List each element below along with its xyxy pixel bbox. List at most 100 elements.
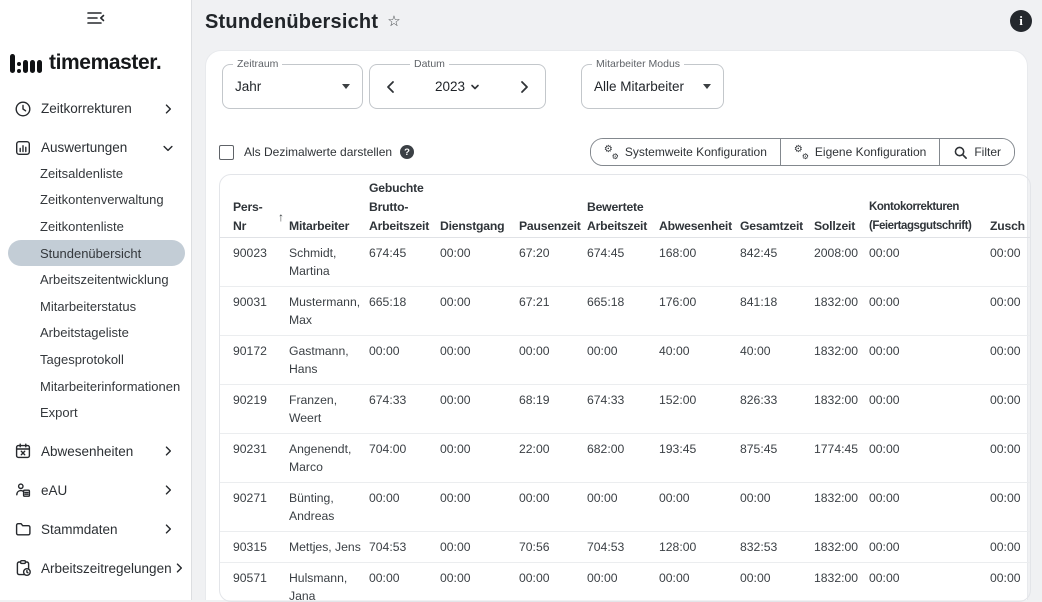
column-header-gesamtzeit[interactable]: Gesamtzeit xyxy=(740,175,814,238)
cell-value: 176:00 xyxy=(659,287,740,336)
cell-value: 00:00 xyxy=(990,287,1031,336)
cell-value: 193:45 xyxy=(659,434,740,483)
button-label: Eigene Konfiguration xyxy=(815,145,926,159)
cell-value: 665:18 xyxy=(587,287,659,336)
cell-value: 00:00 xyxy=(869,287,990,336)
cell-value: 00:00 xyxy=(440,287,519,336)
cell-value: 67:20 xyxy=(519,238,587,287)
cell-value: 1832:00 xyxy=(814,336,869,385)
column-header-bewertete-arbeitszeit[interactable]: Bewertete Arbeitszeit xyxy=(587,175,659,238)
content-card: Zeitraum Jahr Datum 2023 Mitarbeiter Mod… xyxy=(205,50,1028,600)
table-controls: Als Dezimalwerte darstellen ? ⚙⚙Systemwe… xyxy=(219,139,1015,165)
sidebar-item-arbeitszeitregelungen[interactable]: Arbeitszeitregelungen xyxy=(0,549,191,588)
sidebar-item-label: Auswertungen xyxy=(41,140,127,155)
cell-pers-nr: 90271 xyxy=(220,483,289,532)
cell-value: 70:56 xyxy=(519,532,587,563)
cell-value: 40:00 xyxy=(659,336,740,385)
cell-pers-nr: 90571 xyxy=(220,563,289,602)
mitarbeiter-modus-select[interactable]: Mitarbeiter Modus Alle Mitarbeiter xyxy=(581,64,724,109)
cell-value: 00:00 xyxy=(440,336,519,385)
search-icon xyxy=(953,145,968,160)
mitarbeiter-modus-value: Alle Mitarbeiter xyxy=(594,65,684,108)
cell-mitarbeiter: Franzen, Weert xyxy=(289,385,369,434)
cell-mitarbeiter: Mustermann, Max xyxy=(289,287,369,336)
chevron-right-icon xyxy=(161,483,175,497)
sidebar-item-eau[interactable]: eAU xyxy=(0,471,191,510)
decimal-values-checkbox[interactable] xyxy=(219,145,234,160)
sidebar-item-label: Abwesenheiten xyxy=(41,444,133,459)
cell-value: 00:00 xyxy=(869,483,990,532)
eigene-konfiguration-button[interactable]: ⚙⚙ Eigene Konfiguration xyxy=(780,139,939,165)
sidebar-subitem-stundenubersicht[interactable]: Stundenübersicht xyxy=(8,240,185,267)
column-header-kontokorrekturen-feiertagsgutschrift[interactable]: Kontokorrekturen(Feiertagsgutschrift) xyxy=(869,175,990,238)
systemweite-konfiguration-button[interactable]: ⚙⚙Systemweite Konfiguration xyxy=(591,139,780,165)
column-header-zusch[interactable]: Zusch xyxy=(990,175,1031,238)
sidebar-item-zeitkorrekturen[interactable]: Zeitkorrekturen xyxy=(0,89,191,128)
sidebar-nav: Zeitkorrekturen Auswertungen Zeitsaldenlis… xyxy=(0,88,191,588)
cell-value: 128:00 xyxy=(659,532,740,563)
cell-value: 674:33 xyxy=(369,385,440,434)
filter-button[interactable]: Filter xyxy=(939,139,1014,165)
cell-pers-nr: 90031 xyxy=(220,287,289,336)
sidebar-item-label: Stammdaten xyxy=(41,522,118,537)
column-header-gebuchte-brutto-arbeitszeit[interactable]: Gebuchte Brutto-Arbeitszeit xyxy=(369,175,440,238)
sidebar-subitem-arbeitszeitentwicklung[interactable]: Arbeitszeitentwicklung xyxy=(8,266,185,293)
sidebar-subitem-zeitkontenverwaltung[interactable]: Zeitkontenverwaltung xyxy=(8,187,185,214)
cell-value: 2008:00 xyxy=(814,238,869,287)
column-header-pers-nr[interactable]: Pers-Nr↑ xyxy=(220,175,289,238)
cell-mitarbeiter: Mettjes, Jens xyxy=(289,532,369,563)
sidebar-subitem-arbeitstageliste[interactable]: Arbeitstageliste xyxy=(8,320,185,347)
cell-mitarbeiter: Bünting, Andreas xyxy=(289,483,369,532)
sidebar-subitem-export[interactable]: Export xyxy=(8,399,185,426)
cell-value: 832:53 xyxy=(740,532,814,563)
cell-value: 00:00 xyxy=(440,238,519,287)
sidebar-subitem-mitarbeiterinformationen[interactable]: Mitarbeiterinformationen xyxy=(8,373,185,400)
column-header-label: Pers-Nr xyxy=(233,198,271,236)
column-header-mitarbeiter[interactable]: Mitarbeiter xyxy=(289,175,369,238)
clipboard-clock-icon xyxy=(14,559,32,577)
column-header-abwesenheit[interactable]: Abwesenheit xyxy=(659,175,740,238)
column-header-pausenzeit[interactable]: Pausenzeit xyxy=(519,175,587,238)
sidebar-subitem-zeitsaldenliste[interactable]: Zeitsaldenliste xyxy=(8,160,185,187)
sidebar-subitem-tagesprotokoll[interactable]: Tagesprotokoll xyxy=(8,346,185,373)
cell-value: 168:00 xyxy=(659,238,740,287)
help-icon[interactable]: ? xyxy=(400,145,414,159)
gears-icon: ⚙⚙ xyxy=(794,145,809,160)
cell-value: 1832:00 xyxy=(814,563,869,602)
cell-value: 00:00 xyxy=(519,336,587,385)
sidebar-subitem-mitarbeiterstatus[interactable]: Mitarbeiterstatus xyxy=(8,293,185,320)
info-button[interactable]: i xyxy=(1010,10,1032,32)
sidebar-subitem-zeitkontenliste[interactable]: Zeitkontenliste xyxy=(8,213,185,240)
cell-value: 00:00 xyxy=(440,434,519,483)
sidebar-item-stammdaten[interactable]: Stammdaten xyxy=(0,510,191,549)
zeitraum-select[interactable]: Zeitraum Jahr xyxy=(222,64,363,109)
cell-value: 842:45 xyxy=(740,238,814,287)
cell-value: 00:00 xyxy=(990,238,1031,287)
gears-icon: ⚙⚙ xyxy=(604,145,619,160)
cell-value: 00:00 xyxy=(587,336,659,385)
cell-pers-nr: 90023 xyxy=(220,238,289,287)
sidebar-item-abwesenheiten[interactable]: Abwesenheiten xyxy=(0,432,191,471)
star-outline-icon[interactable]: ☆ xyxy=(387,12,400,30)
next-year-button[interactable] xyxy=(515,78,533,96)
cell-value: 841:18 xyxy=(740,287,814,336)
cell-value: 00:00 xyxy=(740,483,814,532)
info-icon: i xyxy=(1019,13,1023,29)
chevron-right-icon xyxy=(172,561,186,575)
datum-field: Datum 2023 xyxy=(369,64,546,109)
column-header-sollzeit[interactable]: Sollzeit xyxy=(814,175,869,238)
collapse-sidebar-button[interactable] xyxy=(82,5,110,34)
column-header-dienstgang[interactable]: Dienstgang xyxy=(440,175,519,238)
cell-value: 704:00 xyxy=(369,434,440,483)
